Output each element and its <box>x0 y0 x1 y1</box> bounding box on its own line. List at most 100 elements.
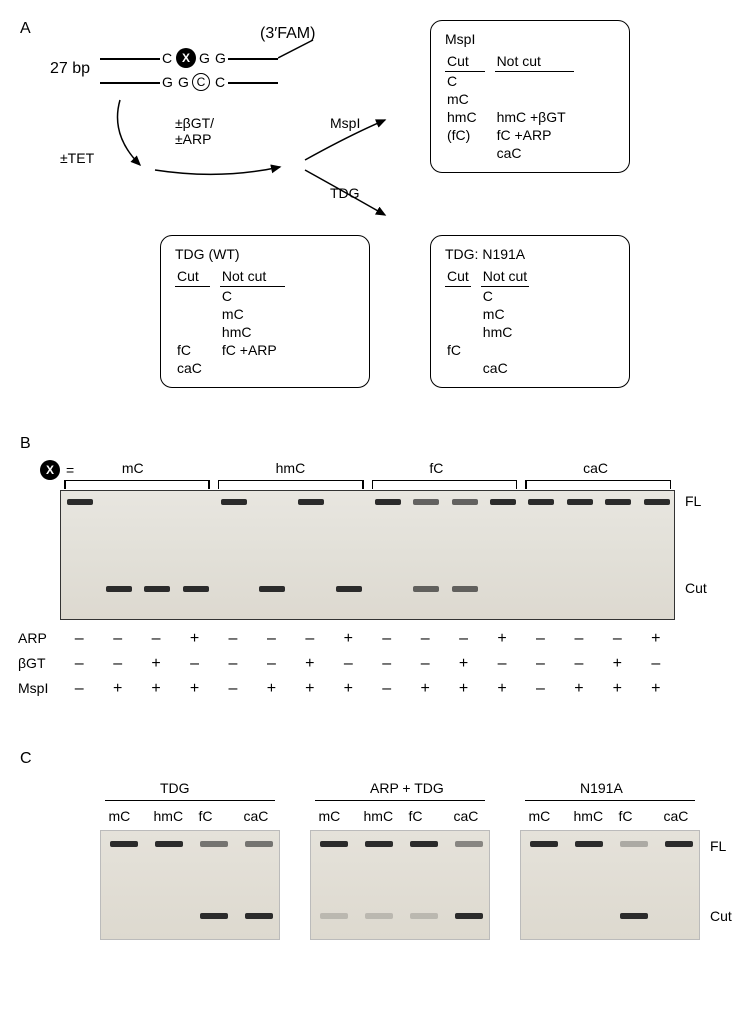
pm-cell: – <box>71 655 87 673</box>
gel-band-cut <box>259 586 285 592</box>
gel-band-fl <box>605 499 631 505</box>
gel-c-band-cut <box>245 913 273 919</box>
dna-bot-G1: G <box>162 74 173 90</box>
gel-c-band-cut <box>455 913 483 919</box>
dna-top-C: C <box>162 50 172 66</box>
gel-c-titleline <box>525 800 695 801</box>
tdgwt-r4c0: caC <box>175 359 210 377</box>
gel-c-band-fl <box>365 841 393 847</box>
panel-a-letter: A <box>20 20 31 38</box>
x-equals: = <box>66 462 74 478</box>
pm-cell: + <box>417 680 433 698</box>
mspi-r2c1: hmC +βGT <box>495 108 574 126</box>
mspi-box: MspI CutNot cut C mC hmChmC +βGT (fC)fC … <box>430 20 630 173</box>
gel-c-title: N191A <box>580 780 623 796</box>
fl-label-b: FL <box>685 493 701 509</box>
tdgmut-r0c0 <box>445 287 471 306</box>
pm-cell: – <box>494 655 510 673</box>
gel-c-col: hmC <box>154 808 184 824</box>
pm-row-label: βGT <box>18 655 46 671</box>
tdg-wt-table: CutNot cut C mC hmC fCfC +ARP caC <box>175 268 285 377</box>
panel-c-letter: C <box>20 750 32 768</box>
tdgmut-notcut-h: Not cut <box>481 268 529 287</box>
gel-c-col: fC <box>619 808 633 824</box>
gel-band-fl <box>375 499 401 505</box>
gel-band-cut <box>336 586 362 592</box>
mspi-cut-h: Cut <box>445 53 485 72</box>
tdgmut-r2c0 <box>445 323 471 341</box>
mspi-notcut-h: Not cut <box>495 53 574 72</box>
tdg-mut-table: CutNot cut C mC hmC fC caC <box>445 268 529 377</box>
tdgwt-r2c1: hmC <box>220 323 285 341</box>
pm-row-label: ARP <box>18 630 47 646</box>
pm-cell: + <box>456 655 472 673</box>
dna-bot-C: C <box>215 74 225 90</box>
gel-c-title: ARP + TDG <box>370 780 444 796</box>
gel-band-fl <box>490 499 516 505</box>
pm-cell: + <box>571 680 587 698</box>
pm-cell: – <box>417 655 433 673</box>
pm-cell: – <box>379 680 395 698</box>
pm-cell: – <box>302 630 318 648</box>
gel-band-fl <box>221 499 247 505</box>
tdg-arrow-label: TDG <box>330 185 360 201</box>
gel-c-col: hmC <box>574 808 604 824</box>
tdgmut-r2c1: hmC <box>481 323 529 341</box>
c-letter: C <box>197 75 206 89</box>
pm-cell: – <box>340 655 356 673</box>
x-letter: X <box>182 51 190 65</box>
pm-cell: + <box>110 680 126 698</box>
gel-band-fl <box>67 499 93 505</box>
mspi-r3c1: fC +ARP <box>495 126 574 144</box>
pm-cell: – <box>456 630 472 648</box>
gel-c-band-cut <box>200 913 228 919</box>
gel-c-titleline <box>105 800 275 801</box>
tdgmut-r4c0 <box>445 359 471 377</box>
pm-cell: – <box>532 630 548 648</box>
tdg-wt-box: TDG (WT) CutNot cut C mC hmC fCfC +ARP c… <box>160 235 370 388</box>
gel-c-band-cut <box>620 913 648 919</box>
mspi-r4c0 <box>445 144 485 162</box>
gel-c-band-fl <box>245 841 273 847</box>
dna-bot-line-left <box>100 82 160 84</box>
bgt-arp-label: ±βGT/ ±ARP <box>175 115 214 147</box>
gel-band-cut <box>413 586 439 592</box>
tdgmut-r1c1: mC <box>481 305 529 323</box>
gel-band-cut <box>144 586 170 592</box>
gel-c-band-fl <box>110 841 138 847</box>
group-bracket <box>372 480 518 481</box>
pm-cell: – <box>225 680 241 698</box>
dna-top-line-left <box>100 58 160 60</box>
tdgwt-cut-h: Cut <box>175 268 210 287</box>
gel-c-band-fl <box>200 841 228 847</box>
tdg-mut-box: TDG: N191A CutNot cut C mC hmC fC caC <box>430 235 630 388</box>
pm-cell: + <box>609 680 625 698</box>
pm-cell: + <box>302 655 318 673</box>
pm-cell: – <box>417 630 433 648</box>
tdgwt-r1c0 <box>175 305 210 323</box>
gel-c-col: caC <box>244 808 269 824</box>
dna-top-G2: G <box>215 50 226 66</box>
gel-band-cut <box>183 586 209 592</box>
gel-band-fl <box>413 499 439 505</box>
pm-cell: + <box>648 630 664 648</box>
gel-c-band-cut <box>320 913 348 919</box>
tdgmut-r1c0 <box>445 305 471 323</box>
gel-c-band-cut <box>410 913 438 919</box>
pm-cell: – <box>225 630 241 648</box>
group-header: hmC <box>276 460 306 476</box>
pm-cell: – <box>263 655 279 673</box>
pm-cell: – <box>71 630 87 648</box>
pm-cell: + <box>494 630 510 648</box>
pm-cell: – <box>225 655 241 673</box>
gel-c-band-fl <box>620 841 648 847</box>
mspi-box-title: MspI <box>445 31 615 47</box>
pm-cell: + <box>302 680 318 698</box>
gel-c-col: caC <box>454 808 479 824</box>
gel-c-col: fC <box>409 808 423 824</box>
gel-c-col: caC <box>664 808 689 824</box>
pm-row-label: MspI <box>18 680 48 696</box>
gel-band-cut <box>452 586 478 592</box>
gel-c-band-fl <box>455 841 483 847</box>
pm-cell: – <box>571 630 587 648</box>
